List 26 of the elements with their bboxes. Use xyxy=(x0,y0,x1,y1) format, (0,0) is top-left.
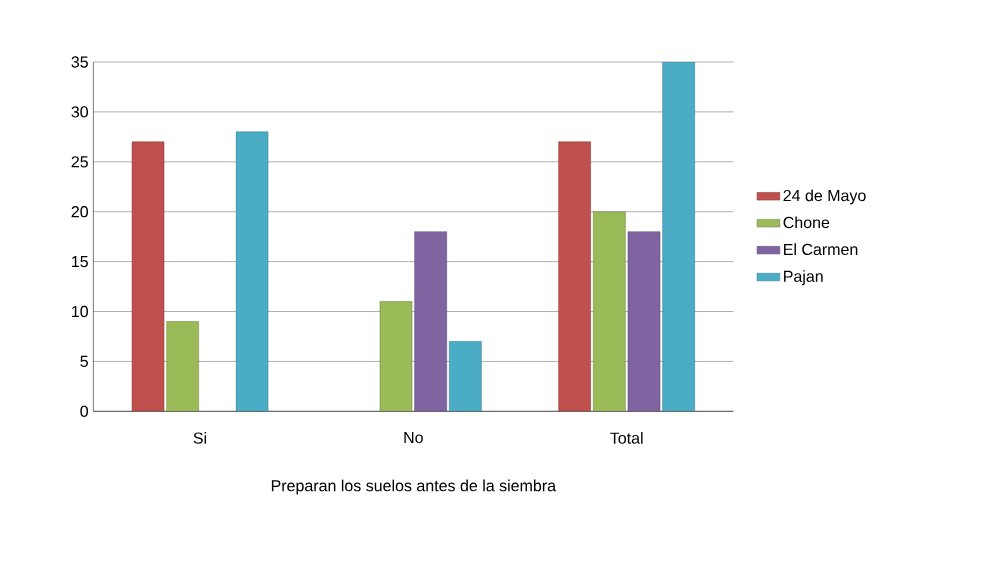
x-tick-label: Si xyxy=(193,432,207,444)
y-tick-label: 5 xyxy=(80,355,88,367)
bar xyxy=(662,62,695,412)
y-tick-label: 30 xyxy=(71,106,89,118)
y-tick-label: 25 xyxy=(71,156,88,168)
y-tick-label: 0 xyxy=(80,405,89,417)
x-tick-label: No xyxy=(404,432,423,444)
x-tick-label: Total xyxy=(610,432,643,444)
y-tick-label: 15 xyxy=(72,256,88,268)
legend-label: 24 de Mayo xyxy=(783,189,866,205)
bar xyxy=(593,211,626,412)
y-tick-label: 20 xyxy=(71,206,89,218)
legend-label: El Carmen xyxy=(784,243,858,256)
bar xyxy=(166,321,199,412)
bar xyxy=(414,231,447,412)
y-tick-label: 10 xyxy=(72,305,89,318)
bar xyxy=(627,231,661,412)
bar xyxy=(235,131,269,412)
bar xyxy=(379,301,413,412)
y-tick-label: 35 xyxy=(71,56,88,68)
x-axis-title: Preparan los suelos antes de la siembra xyxy=(271,479,557,495)
bar xyxy=(449,341,482,412)
bar xyxy=(131,141,165,412)
bar xyxy=(558,141,591,412)
legend-label: Pajan xyxy=(784,270,823,286)
legend-label: Chone xyxy=(783,216,830,229)
